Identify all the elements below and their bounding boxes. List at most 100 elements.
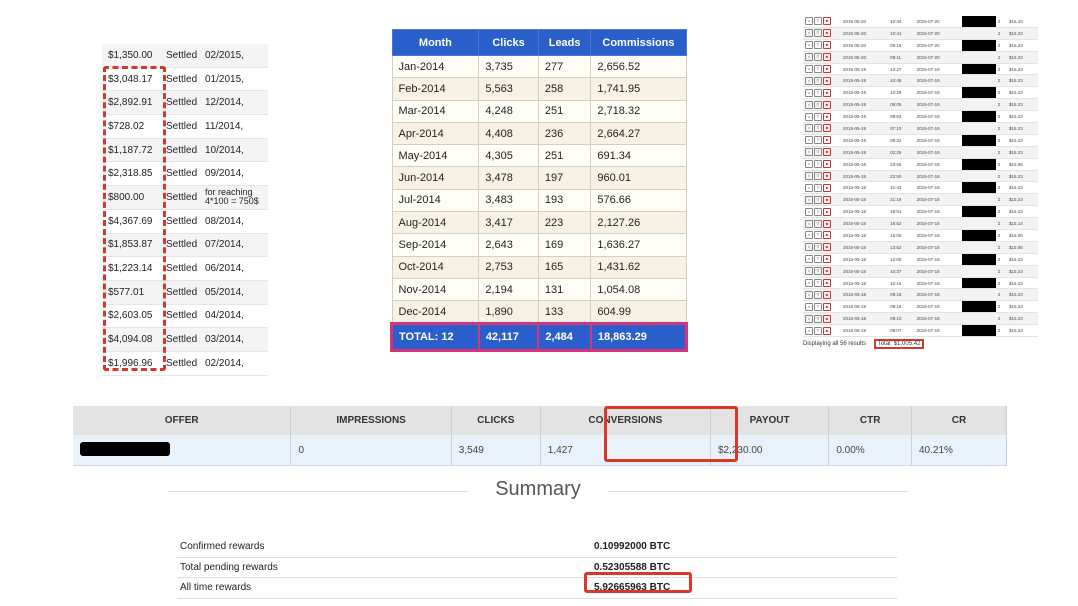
view-icon[interactable]: ○ <box>805 41 813 50</box>
text-icon[interactable]: T <box>814 231 822 240</box>
view-icon[interactable]: ○ <box>805 160 813 169</box>
pdf-icon[interactable]: ■ <box>823 41 831 50</box>
pdf-icon[interactable]: ■ <box>823 124 831 133</box>
view-icon[interactable]: ○ <box>805 124 813 133</box>
text-icon[interactable]: T <box>814 326 822 335</box>
pdf-icon[interactable]: ■ <box>823 88 831 97</box>
pdf-icon[interactable]: ■ <box>823 17 831 26</box>
pdf-icon[interactable]: ■ <box>823 148 831 157</box>
pdf-icon[interactable]: ■ <box>823 195 831 204</box>
view-icon[interactable]: ○ <box>805 183 813 192</box>
pdf-icon[interactable]: ■ <box>823 65 831 73</box>
view-icon[interactable]: ○ <box>805 112 813 121</box>
pdf-icon[interactable]: ■ <box>823 326 831 335</box>
payment-date: for reaching 4*100 = 750$ <box>201 185 268 210</box>
view-icon[interactable]: ○ <box>805 267 813 276</box>
view-icon[interactable]: ○ <box>805 231 813 240</box>
view-icon[interactable]: ○ <box>805 302 813 311</box>
view-icon[interactable]: ○ <box>805 148 813 157</box>
pdf-icon[interactable]: ■ <box>823 243 831 252</box>
view-icon[interactable]: ○ <box>805 17 813 26</box>
text-icon[interactable]: T <box>814 65 822 73</box>
text-icon[interactable]: T <box>814 88 822 97</box>
pdf-icon[interactable]: ■ <box>823 314 831 323</box>
pdf-icon[interactable]: ■ <box>823 231 831 240</box>
text-icon[interactable]: T <box>814 29 822 38</box>
pdf-icon[interactable]: ■ <box>823 207 831 216</box>
pdf-icon[interactable]: ■ <box>823 29 831 38</box>
payment-row: $4,367.69 Settled 08/2014, <box>102 209 268 234</box>
text-icon[interactable]: T <box>814 17 822 26</box>
text-icon[interactable]: T <box>814 100 822 109</box>
pdf-icon[interactable]: ■ <box>823 172 831 181</box>
log-row: ○ T ■ 2015-05-18 16:52 2015-07-18 2 $15.14 <box>803 217 1038 231</box>
pdf-icon[interactable]: ■ <box>823 112 831 121</box>
text-icon[interactable]: T <box>814 314 822 323</box>
payment-status: Settled <box>162 327 201 352</box>
text-icon[interactable]: T <box>814 219 822 228</box>
view-icon[interactable]: ○ <box>805 53 813 62</box>
text-icon[interactable]: T <box>814 53 822 62</box>
view-icon[interactable]: ○ <box>805 279 813 288</box>
text-icon[interactable]: T <box>814 183 822 192</box>
log-count: 2 <box>995 86 1008 100</box>
view-icon[interactable]: ○ <box>805 195 813 204</box>
pdf-icon[interactable]: ■ <box>823 76 831 85</box>
text-icon[interactable]: T <box>814 76 822 85</box>
text-icon[interactable]: T <box>814 302 822 311</box>
log-amount: $15.23 <box>1007 253 1038 266</box>
log-date: 2015-05-19 <box>841 134 889 147</box>
view-icon[interactable]: ○ <box>805 88 813 97</box>
pdf-icon[interactable]: ■ <box>823 183 831 192</box>
view-icon[interactable]: ○ <box>805 29 813 38</box>
pdf-icon[interactable]: ■ <box>823 255 831 264</box>
view-icon[interactable]: ○ <box>805 65 813 73</box>
view-icon[interactable]: ○ <box>805 100 813 109</box>
view-icon[interactable]: ○ <box>805 219 813 228</box>
view-icon[interactable]: ○ <box>805 255 813 264</box>
text-icon[interactable]: T <box>814 255 822 264</box>
payment-amount: $4,094.08 <box>102 327 162 352</box>
text-icon[interactable]: T <box>814 207 822 216</box>
text-icon[interactable]: T <box>814 41 822 50</box>
view-icon[interactable]: ○ <box>805 76 813 85</box>
text-icon[interactable]: T <box>814 290 822 299</box>
month-row: Dec-2014 1,890 133 604.99 <box>391 300 687 325</box>
log-date2: 2015-07-18 <box>914 217 962 231</box>
text-icon[interactable]: T <box>814 160 822 169</box>
view-icon[interactable]: ○ <box>805 172 813 181</box>
payment-status: Settled <box>162 233 201 258</box>
log-date: 2015-05-18 <box>841 300 889 314</box>
text-icon[interactable]: T <box>814 243 822 252</box>
text-icon[interactable]: T <box>814 172 822 181</box>
pdf-icon[interactable]: ■ <box>823 290 831 299</box>
text-icon[interactable]: T <box>814 112 822 121</box>
view-icon[interactable]: ○ <box>805 243 813 252</box>
pdf-icon[interactable]: ■ <box>823 160 831 169</box>
text-icon[interactable]: T <box>814 279 822 288</box>
view-icon[interactable]: ○ <box>805 326 813 335</box>
summary-title: Summary <box>495 478 581 500</box>
log-date2: 2015-07-18 <box>914 205 962 219</box>
text-icon[interactable]: T <box>814 148 822 157</box>
text-icon[interactable]: T <box>814 124 822 133</box>
pdf-icon[interactable]: ■ <box>823 100 831 109</box>
text-icon[interactable]: T <box>814 195 822 204</box>
pdf-icon[interactable]: ■ <box>823 219 831 228</box>
view-icon[interactable]: ○ <box>805 207 813 216</box>
text-icon[interactable]: T <box>814 136 822 145</box>
pdf-icon[interactable]: ■ <box>823 267 831 276</box>
log-count: 2 <box>995 122 1008 135</box>
month-row: Jan-2014 3,735 277 2,656.52 <box>391 54 687 79</box>
pdf-icon[interactable]: ■ <box>823 136 831 145</box>
pdf-icon[interactable]: ■ <box>823 279 831 288</box>
pdf-icon[interactable]: ■ <box>823 53 831 62</box>
header-payout: PAYOUT <box>710 406 830 435</box>
view-icon[interactable]: ○ <box>805 314 813 323</box>
view-icon[interactable]: ○ <box>805 136 813 145</box>
text-icon[interactable]: T <box>814 267 822 276</box>
log-amount: $15.00 <box>1007 229 1038 242</box>
pdf-icon[interactable]: ■ <box>823 302 831 311</box>
offer-row: 0 3,549 1,427 $2,230.00 0.00% 40.21% <box>73 435 1008 466</box>
view-icon[interactable]: ○ <box>805 290 813 299</box>
